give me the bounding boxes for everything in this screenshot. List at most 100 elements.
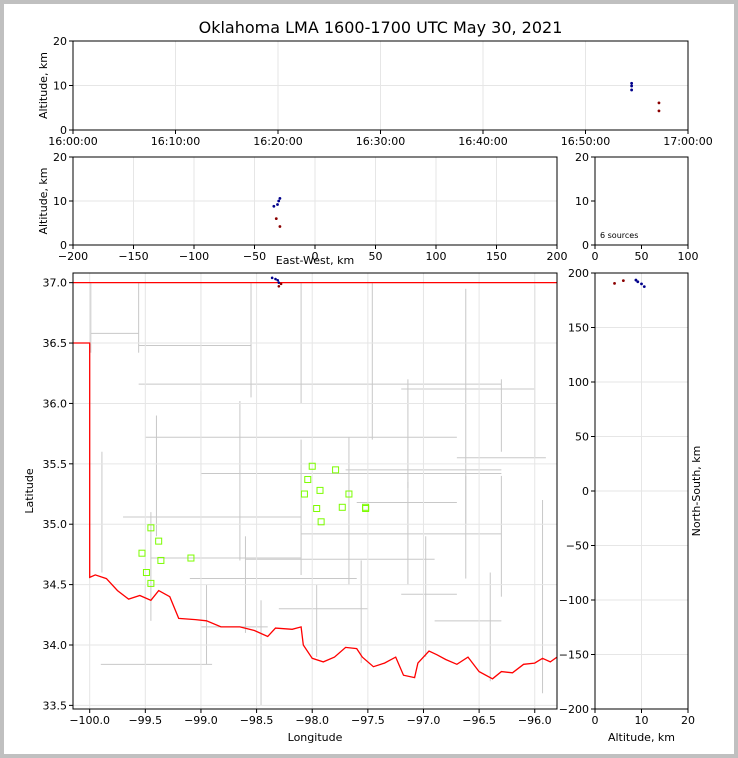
eastwest-altitude-xtick-label: −150: [118, 250, 148, 263]
map-xtick-label: −100.0: [69, 714, 110, 727]
altitude-northsouth-ytick-label: 200: [568, 267, 589, 280]
eastwest-altitude-ytick-label: 10: [53, 195, 67, 208]
histogram-frame: [594, 156, 689, 246]
map-xtick-label: −98.5: [240, 714, 274, 727]
histogram-ytick-label: 0: [582, 239, 589, 252]
lma-station-marker: [308, 462, 316, 470]
lma-station-marker: [304, 476, 312, 484]
altitude-northsouth-xtick-label: 0: [592, 714, 599, 727]
map-xtick-label: −98.0: [295, 714, 329, 727]
time-altitude-point: [630, 88, 634, 92]
map-source-point: [277, 281, 281, 284]
map-xtick-label: −97.0: [407, 714, 441, 727]
lma-station-marker: [300, 490, 308, 498]
histogram-xtick-label: 50: [635, 250, 649, 263]
histogram-ytick-label: 10: [575, 195, 589, 208]
time-altitude-ytick-label: 0: [60, 124, 67, 137]
eastwest-altitude-xtick-label: 150: [486, 250, 507, 263]
altitude-northsouth-ytick-label: −50: [566, 540, 589, 553]
eastwest-altitude-xtick-label: 100: [426, 250, 447, 263]
lma-station-marker: [332, 466, 340, 474]
eastwest-altitude-xtick-label: −100: [179, 250, 209, 263]
time-altitude-xtick-label: 16:10:00: [151, 135, 200, 148]
map-source-point: [274, 277, 277, 281]
time-altitude-ytick-label: 20: [53, 35, 67, 48]
state-border: [73, 342, 558, 680]
time-altitude-ytick-label: 10: [53, 80, 67, 93]
map-ytick-label: 37.0: [43, 277, 68, 290]
time-altitude-xtick-label: 17:00:00: [663, 135, 712, 148]
lma-station-marker: [147, 579, 155, 587]
eastwest-altitude-ytick-label: 0: [60, 239, 67, 252]
time-altitude-point: [657, 101, 661, 105]
eastwest-altitude-point: [278, 225, 282, 228]
time-altitude-xtick-label: 16:20:00: [253, 135, 302, 148]
altitude-northsouth-ytick-label: −200: [559, 703, 589, 716]
map-ytick-label: 36.0: [43, 397, 68, 410]
map-ytick-label: 35.0: [43, 518, 68, 531]
eastwest-altitude-frame: [72, 156, 558, 246]
eastwest-altitude-point: [276, 203, 279, 206]
map-ytick-label: 35.5: [43, 458, 68, 471]
altitude-northsouth-point: [640, 282, 643, 286]
altitude-northsouth-frame: [594, 272, 689, 710]
map-source-point: [277, 284, 281, 288]
histogram-xtick-label: 0: [592, 250, 599, 263]
altitude-northsouth-point: [621, 279, 625, 283]
eastwest-altitude-xtick-label: −50: [243, 250, 266, 263]
map-xtick-label: −96.5: [462, 714, 496, 727]
altitude-northsouth-ytick-label: −150: [559, 649, 589, 662]
altitude-northsouth-ytick-label: 50: [575, 431, 589, 444]
altitude-northsouth-ylabel: North-South, km: [690, 446, 703, 537]
lma-station-marker: [345, 490, 353, 498]
time-altitude-point: [630, 84, 634, 88]
time-altitude-xtick-label: 16:30:00: [356, 135, 405, 148]
time-altitude-ylabel: Altitude, km: [37, 52, 50, 119]
lma-station-marker: [187, 554, 195, 562]
altitude-northsouth-xtick-label: 20: [681, 714, 695, 727]
histogram-background: [595, 157, 688, 245]
source-count-annotation: 6 sources: [600, 231, 638, 240]
altitude-northsouth-point: [613, 281, 616, 285]
lma-figure: Oklahoma LMA 1600-1700 UTC May 30, 2021 1…: [23, 18, 713, 744]
eastwest-altitude-xtick-label: 50: [369, 250, 383, 263]
eastwest-altitude-point: [274, 217, 278, 221]
figure-canvas: Oklahoma LMA 1600-1700 UTC May 30, 2021 1…: [4, 4, 734, 754]
eastwest-altitude-xtick-label: −200: [58, 250, 88, 263]
histogram-xtick-label: 100: [678, 250, 699, 263]
altitude-northsouth-point: [642, 285, 646, 289]
map-source-point: [270, 276, 274, 280]
eastwest-altitude-point: [278, 196, 282, 200]
altitude-northsouth-xtick-label: 10: [635, 714, 649, 727]
lma-station-marker: [317, 518, 325, 526]
eastwest-altitude-ylabel: Altitude, km: [37, 167, 50, 234]
eastwest-altitude-point: [272, 204, 276, 208]
lma-station-marker: [147, 524, 155, 532]
lma-station-marker: [316, 486, 324, 494]
map-ytick-label: 34.0: [43, 639, 68, 652]
map-xtick-label: −99.5: [128, 714, 162, 727]
eastwest-altitude-ytick-label: 20: [53, 151, 67, 164]
eastwest-altitude-point: [277, 199, 281, 203]
lma-station-marker: [157, 556, 165, 564]
lma-station-marker: [362, 503, 370, 511]
time-altitude-point: [630, 81, 634, 85]
histogram-ytick-label: 20: [575, 151, 589, 164]
altitude-northsouth-ytick-label: −100: [559, 594, 589, 607]
altitude-northsouth-xlabel: Altitude, km: [608, 731, 675, 744]
eastwest-altitude-xtick-label: 0: [312, 250, 319, 263]
map-xtick-label: −96.0: [518, 714, 552, 727]
lma-station-marker: [138, 549, 146, 557]
chart-title: Oklahoma LMA 1600-1700 UTC May 30, 2021: [199, 18, 563, 37]
eastwest-altitude-xlabel: East-West, km: [276, 254, 354, 267]
lma-station-marker: [155, 537, 163, 545]
time-altitude-point: [657, 109, 661, 113]
time-altitude-frame: [72, 40, 689, 131]
map-ylabel: Latitude: [23, 468, 36, 514]
altitude-northsouth-point: [634, 278, 638, 282]
lma-station-marker: [313, 505, 321, 513]
map-xlabel: Longitude: [288, 731, 343, 744]
map-xtick-label: −97.5: [351, 714, 385, 727]
map-frame: [72, 272, 558, 710]
lma-station-marker: [142, 569, 150, 577]
